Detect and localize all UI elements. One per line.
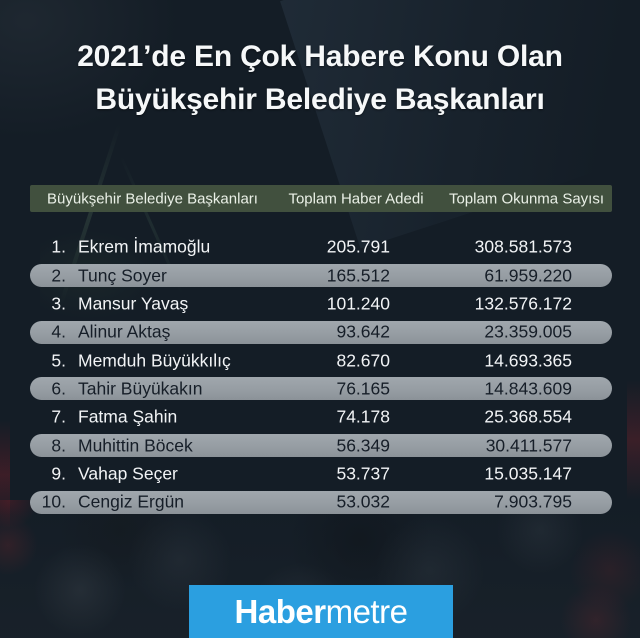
page-title-line2: Büyükşehir Belediye Başkanları	[95, 83, 545, 116]
logo-text-light: metre	[325, 592, 408, 630]
rank-cell: 1.	[51, 236, 66, 257]
rank-cell: 10.	[41, 491, 66, 512]
column-header-news-count: Toplam Haber Adedi	[288, 190, 424, 207]
rank-cell: 8.	[51, 435, 66, 456]
table-row: 2. Tunç Soyer 165.512 61.959.220	[30, 261, 612, 289]
background-flag-red-left	[0, 420, 10, 530]
mayor-name-cell: Muhittin Böcek	[78, 435, 193, 456]
logo-text-bold: Haber	[234, 592, 327, 630]
mayor-name-cell: Fatma Şahin	[78, 406, 178, 427]
read-count-cell: 7.903.795	[494, 491, 572, 512]
rank-cell: 3.	[51, 293, 66, 314]
table-row: 8. Muhittin Böcek 56.349 30.411.577	[30, 431, 612, 459]
background-flag-red-right	[627, 380, 640, 500]
rank-cell: 5.	[51, 350, 66, 371]
news-count-cell: 74.178	[336, 406, 390, 427]
table-row: 4. Alinur Aktaş 93.642 23.359.005	[30, 318, 612, 346]
table-row: 3. Mansur Yavaş 101.240 132.576.172	[30, 290, 612, 318]
rank-cell: 4.	[51, 321, 66, 342]
news-count-cell: 165.512	[326, 265, 390, 286]
rank-cell: 6.	[51, 378, 66, 399]
table-row: 10. Cengiz Ergün 53.032 7.903.795	[30, 488, 612, 516]
mayor-name-cell: Tahir Büyükakın	[78, 378, 203, 399]
column-header-mayors: Büyükşehir Belediye Başkanları	[47, 190, 258, 207]
table-rows: 1. Ekrem İmamoğlu 205.791 308.581.573 2.…	[30, 233, 612, 516]
table-row: 1. Ekrem İmamoğlu 205.791 308.581.573	[30, 233, 612, 261]
news-count-cell: 93.642	[336, 321, 390, 342]
read-count-cell: 61.959.220	[484, 265, 572, 286]
mayor-name-cell: Cengiz Ergün	[78, 491, 185, 512]
news-count-cell: 101.240	[326, 293, 390, 314]
read-count-cell: 15.035.147	[484, 463, 572, 484]
habermetre-logo: Habermetre	[189, 585, 453, 638]
table-header: Büyükşehir Belediye Başkanları Toplam Ha…	[30, 185, 612, 212]
mayor-name-cell: Mansur Yavaş	[78, 293, 189, 314]
rank-cell: 9.	[51, 463, 66, 484]
read-count-cell: 30.411.577	[485, 435, 572, 456]
mayor-name-cell: Tunç Soyer	[78, 265, 167, 286]
mayor-name-cell: Alinur Aktaş	[78, 321, 171, 342]
news-count-cell: 56.349	[336, 435, 390, 456]
table-row: 7. Fatma Şahin 74.178 25.368.554	[30, 403, 612, 431]
news-count-cell: 76.165	[336, 378, 390, 399]
read-count-cell: 308.581.573	[474, 236, 572, 257]
rank-cell: 7.	[51, 406, 66, 427]
habermetre-logo-text: Habermetre	[235, 593, 408, 631]
news-count-cell: 82.670	[336, 350, 390, 371]
read-count-cell: 14.843.609	[484, 378, 572, 399]
mayor-name-cell: Memduh Büyükkılıç	[78, 350, 231, 371]
column-header-read-count: Toplam Okunma Sayısı	[448, 190, 604, 207]
table-row: 9. Vahap Seçer 53.737 15.035.147	[30, 460, 612, 488]
mayor-name-cell: Vahap Seçer	[78, 463, 178, 484]
table-row: 6. Tahir Büyükakın 76.165 14.843.609	[30, 375, 612, 403]
read-count-cell: 23.359.005	[484, 321, 572, 342]
news-count-cell: 53.737	[336, 463, 390, 484]
read-count-cell: 14.693.365	[484, 350, 572, 371]
page-title: 2021’de En Çok Habere Konu Olan Büyükşeh…	[0, 35, 640, 121]
read-count-cell: 132.576.172	[474, 293, 572, 314]
page-title-line1: 2021’de En Çok Habere Konu Olan	[77, 40, 563, 73]
news-count-cell: 205.791	[326, 236, 390, 257]
table-row: 5. Memduh Büyükkılıç 82.670 14.693.365	[30, 346, 612, 374]
mayor-name-cell: Ekrem İmamoğlu	[78, 236, 211, 257]
rank-cell: 2.	[51, 265, 66, 286]
news-count-cell: 53.032	[336, 491, 390, 512]
read-count-cell: 25.368.554	[484, 406, 572, 427]
